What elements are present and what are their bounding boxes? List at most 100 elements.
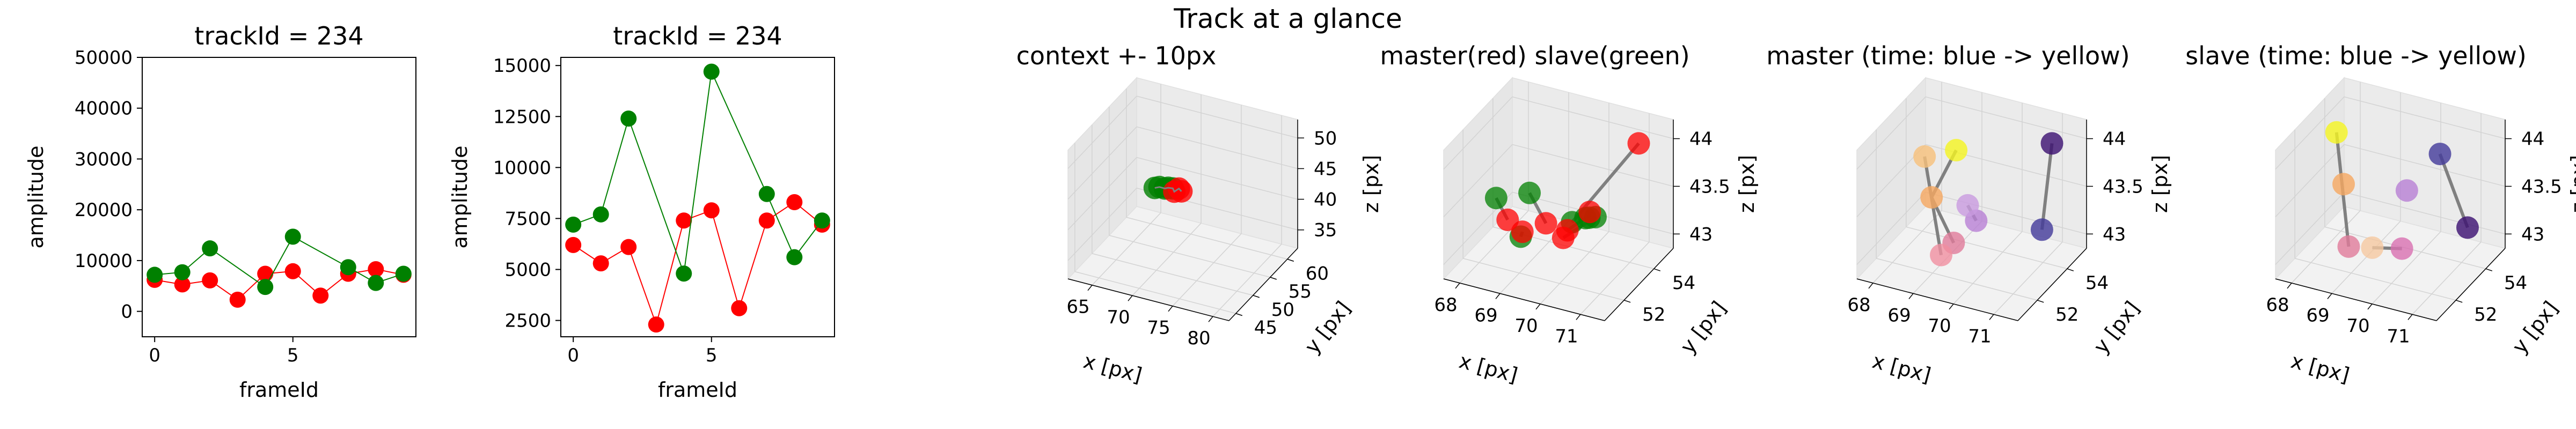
side-pane <box>1856 77 1926 280</box>
grid-line <box>1109 235 1270 278</box>
data-point <box>676 212 692 229</box>
x-tick-mark <box>2287 283 2292 289</box>
data-point <box>648 316 664 333</box>
x-tick-label: 70 <box>1514 315 1538 337</box>
x-axis-line <box>1443 278 1605 321</box>
x-tick-label: 71 <box>1555 326 1578 347</box>
data-point <box>284 228 301 245</box>
data-point <box>786 194 803 211</box>
line-chart-2: trackId = 234 0 5 2500 5000 7500 10000 12500 150… <box>448 21 835 402</box>
y-tick-label: 2500 <box>504 310 551 332</box>
x-axis-line <box>1856 278 2018 321</box>
x-tick-label: 68 <box>1847 294 1870 316</box>
grid-line <box>2291 210 2361 284</box>
y-axis-label: y [px] <box>1300 297 1355 358</box>
y-tick-label: 15000 <box>493 55 551 77</box>
x-tick-label: 69 <box>1474 305 1497 326</box>
series-1 <box>565 194 830 333</box>
z-tick-label: 43.5 <box>2103 176 2143 197</box>
data-point <box>1930 243 1953 267</box>
grid-line <box>1126 217 1287 260</box>
data-point <box>1945 139 1968 162</box>
grid-line <box>1953 231 2023 305</box>
x-axis-line <box>1067 278 1230 321</box>
y-tick-mark <box>2455 300 2463 303</box>
z-tick-label: 43 <box>2103 224 2126 245</box>
data-point <box>592 255 609 272</box>
z-tick-label: 43 <box>2521 224 2544 245</box>
y-tick-label: 54 <box>1672 272 1695 294</box>
x-axis-label: x [px] <box>2288 349 2352 387</box>
chart-title: master (time: blue -> yellow) <box>1766 41 2129 70</box>
data-point <box>174 264 191 280</box>
x-tick-mark <box>1989 314 1994 320</box>
x-tick-label: 69 <box>2306 305 2329 326</box>
x-tick-label: 71 <box>1968 326 1991 347</box>
data-point <box>368 261 384 278</box>
data-point <box>565 236 582 253</box>
grid-line <box>2344 144 2506 187</box>
side-pane <box>1443 77 1513 280</box>
data-point <box>284 263 301 279</box>
x-tick-mark <box>1868 283 1874 289</box>
x-tick-label: 70 <box>1928 315 1951 337</box>
y-axis-line <box>1228 248 1298 321</box>
grid-line <box>1876 258 2038 301</box>
z-tick-label: 43.5 <box>1689 176 1730 197</box>
z-axis-label: z [px] <box>2567 155 2576 213</box>
series-2 <box>565 63 830 282</box>
x-tick-label: 80 <box>1187 328 1210 349</box>
data-point <box>676 265 692 282</box>
x-tick-label: 68 <box>2266 294 2289 316</box>
x-axis-label: frameId <box>239 378 319 402</box>
z-tick-label: 44 <box>1689 129 1713 150</box>
data-point <box>1920 186 1943 209</box>
data-point <box>1956 194 1979 217</box>
data-point <box>2361 236 2384 259</box>
z-tick-label: 45 <box>1314 158 1337 180</box>
x-tick-label: 70 <box>2346 315 2369 337</box>
y-tick-label: 52 <box>1642 304 1665 326</box>
grid-line <box>1512 144 1674 187</box>
data-point <box>174 276 191 293</box>
grid-line <box>1443 144 1513 217</box>
figure-suptitle: Track at a glance <box>1173 3 1402 34</box>
data-point <box>395 265 412 282</box>
track-line <box>1154 186 1182 193</box>
data-point <box>2332 173 2355 196</box>
data-point <box>620 110 637 127</box>
y-tick-label: 12500 <box>493 106 551 128</box>
data-layer <box>1484 132 1650 249</box>
z-axis-label: z [px] <box>1359 155 1383 213</box>
data-point <box>2325 121 2348 144</box>
y-tick-label: 54 <box>2085 272 2109 294</box>
y-tick-label: 10000 <box>75 250 133 272</box>
z-tick-label: 50 <box>1314 128 1337 149</box>
plot-frame <box>560 57 835 337</box>
data-point <box>703 63 720 80</box>
data-point <box>814 212 830 229</box>
x-tick-mark <box>1087 285 1093 291</box>
y-axis-label: y [px] <box>2507 297 2563 358</box>
data-point <box>368 275 384 291</box>
grid-line <box>2275 144 2345 217</box>
data-point <box>731 300 748 316</box>
x-tick-mark <box>2327 293 2332 299</box>
series-line <box>155 236 404 288</box>
series-line <box>573 201 823 327</box>
series-line <box>155 268 404 301</box>
y-tick-label: 5000 <box>504 260 551 281</box>
z-tick-label: 44 <box>2521 129 2544 150</box>
data-layer <box>1143 175 1193 203</box>
data-point <box>565 216 582 233</box>
grid-line <box>1925 191 2087 235</box>
data-point <box>2456 216 2479 239</box>
y-tick-label: 10000 <box>493 157 551 179</box>
master-point <box>1627 132 1650 155</box>
x-axis-label: frameId <box>658 378 737 402</box>
y-tick-label: 50000 <box>75 47 133 69</box>
data-point <box>758 212 775 229</box>
data-layer <box>1913 132 2063 267</box>
y-tick-label: 50 <box>1271 299 1294 321</box>
